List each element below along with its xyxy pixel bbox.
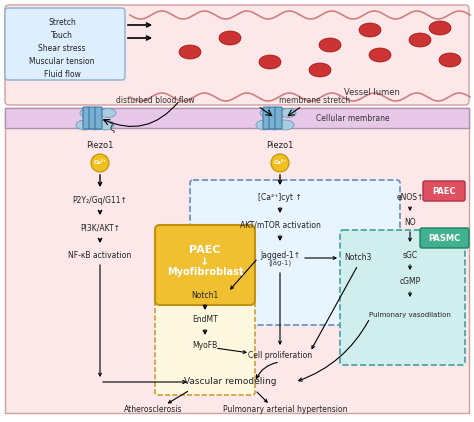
Text: Ca²⁺: Ca²⁺ [273,160,286,165]
Ellipse shape [409,33,431,47]
FancyBboxPatch shape [275,107,282,129]
Ellipse shape [259,55,281,69]
Text: PI3K/AKT↑: PI3K/AKT↑ [80,224,120,233]
Ellipse shape [439,53,461,67]
Text: Ca²⁺: Ca²⁺ [93,160,107,165]
FancyBboxPatch shape [340,230,465,365]
Ellipse shape [80,108,96,117]
Ellipse shape [76,120,94,130]
Text: PASMC: PASMC [428,233,460,243]
Text: Pulmonary arterial hypertension: Pulmonary arterial hypertension [223,406,347,414]
FancyBboxPatch shape [269,107,276,129]
Text: Stretch: Stretch [48,17,76,27]
Text: NF-κB activation: NF-κB activation [68,252,132,260]
Ellipse shape [100,108,116,117]
Text: Notch3: Notch3 [344,254,372,262]
Ellipse shape [256,120,274,130]
Text: [Ca²⁺]cyt ↑: [Ca²⁺]cyt ↑ [258,192,302,201]
Ellipse shape [369,48,391,62]
FancyBboxPatch shape [95,107,102,129]
Circle shape [271,154,289,172]
Text: eNOS↑: eNOS↑ [396,192,424,201]
Text: Fluid flow: Fluid flow [44,70,81,78]
Text: Myofibroblast: Myofibroblast [167,267,243,277]
Text: Jagged-1↑: Jagged-1↑ [260,251,300,260]
Text: sGC: sGC [402,251,418,260]
Text: Muscular tension: Muscular tension [29,57,95,65]
Text: Cellular membrane: Cellular membrane [316,114,390,122]
Text: Piezo1: Piezo1 [86,141,114,149]
FancyBboxPatch shape [263,107,270,129]
FancyBboxPatch shape [190,180,400,325]
Text: membrane stretch: membrane stretch [280,95,351,105]
Text: NO: NO [404,217,416,227]
Ellipse shape [90,108,106,117]
FancyBboxPatch shape [83,107,90,129]
Ellipse shape [219,31,241,45]
Ellipse shape [86,120,104,130]
Text: Notch1: Notch1 [191,290,219,300]
FancyBboxPatch shape [155,225,255,305]
FancyBboxPatch shape [155,280,255,395]
FancyBboxPatch shape [420,228,469,248]
Text: ζ: ζ [109,123,115,133]
Ellipse shape [270,108,286,117]
Text: PAEC: PAEC [432,187,456,195]
FancyBboxPatch shape [423,181,465,201]
Text: disturbed blood flow: disturbed blood flow [116,95,194,105]
Text: ↓: ↓ [201,257,210,267]
Text: EndMT: EndMT [192,316,218,325]
Text: Touch: Touch [51,30,73,40]
Ellipse shape [96,120,114,130]
FancyBboxPatch shape [5,8,125,80]
Circle shape [91,154,109,172]
Ellipse shape [319,38,341,52]
Text: P2Y₂/Gq/G11↑: P2Y₂/Gq/G11↑ [73,195,128,205]
FancyBboxPatch shape [5,108,469,413]
Text: Vascular remodeling: Vascular remodeling [184,378,276,387]
FancyBboxPatch shape [5,108,469,128]
Ellipse shape [276,120,294,130]
Ellipse shape [429,21,451,35]
Text: Atherosclerosis: Atherosclerosis [124,406,182,414]
Ellipse shape [309,63,331,77]
Text: cGMP: cGMP [400,278,420,287]
Ellipse shape [280,108,296,117]
Text: PAEC: PAEC [189,245,221,255]
Text: MyoFB: MyoFB [192,341,218,349]
Text: Pulmonary vasodilation: Pulmonary vasodilation [369,312,451,318]
Ellipse shape [266,120,284,130]
Text: AKT/mTOR activation: AKT/mTOR activation [239,221,320,230]
Ellipse shape [260,108,276,117]
Ellipse shape [359,23,381,37]
Text: Piezo1: Piezo1 [266,141,294,149]
Text: Shear stress: Shear stress [38,43,86,52]
FancyBboxPatch shape [5,5,469,105]
FancyBboxPatch shape [89,107,96,129]
Text: Cell proliferation: Cell proliferation [248,351,312,360]
Text: (Jag-1): (Jag-1) [268,260,292,266]
Text: Vessel lumen: Vessel lumen [344,87,400,97]
Ellipse shape [179,45,201,59]
